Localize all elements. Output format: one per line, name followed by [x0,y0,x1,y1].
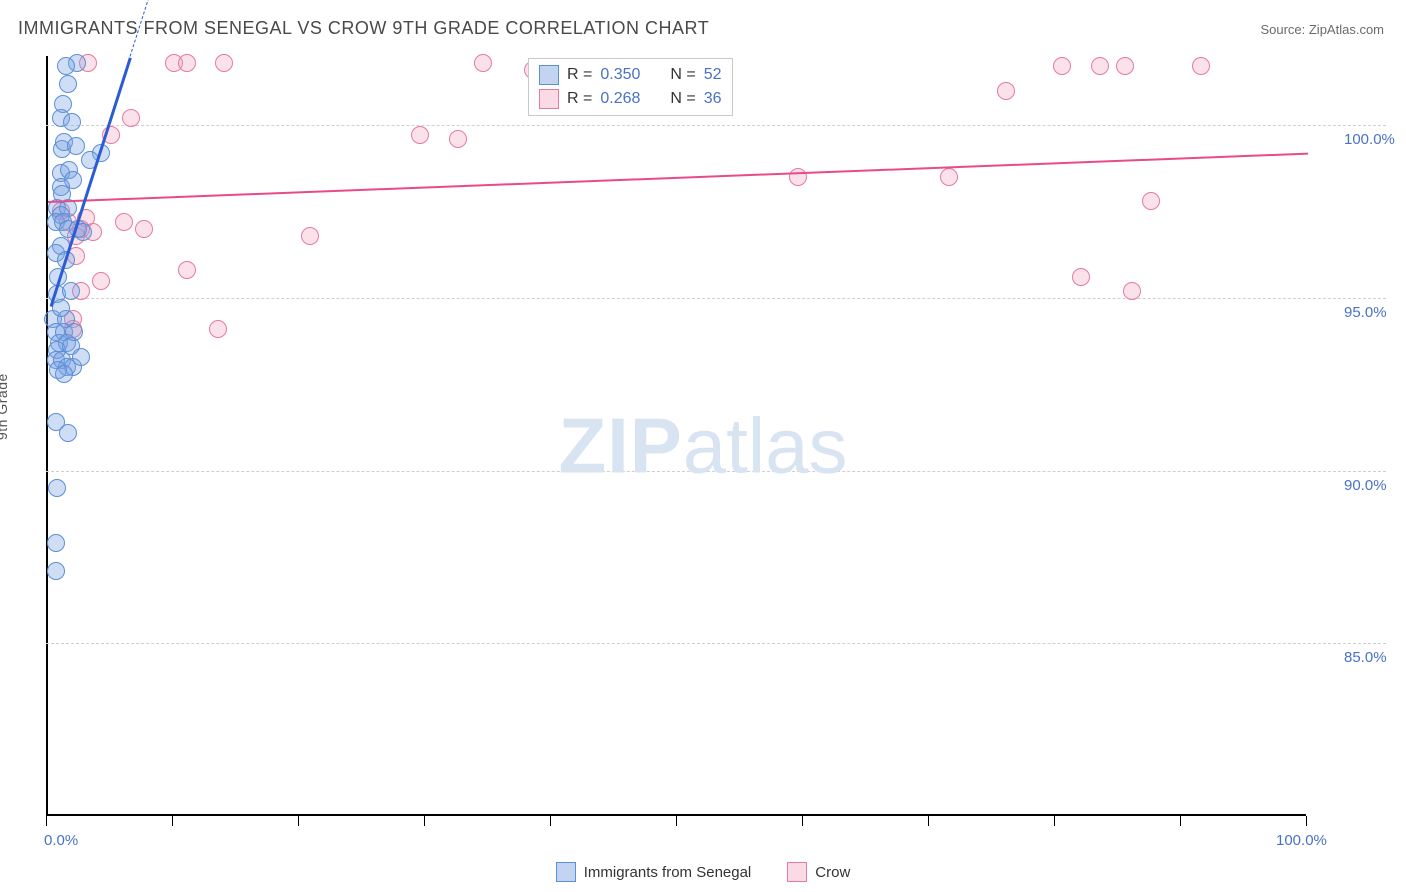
data-point [63,113,81,131]
data-point [411,126,429,144]
legend-label: Crow [815,864,850,881]
data-point [52,299,70,317]
data-point [135,220,153,238]
data-point [1192,57,1210,75]
legend-stat-row: R = 0.350 N = 52 [539,63,722,87]
gridline [46,125,1386,126]
x-tick-label: 0.0% [44,832,78,849]
x-tick-label: 100.0% [1276,832,1327,849]
data-point [62,282,80,300]
legend-swatch [539,65,559,85]
trend-line [48,153,1308,203]
legend-stat-row: R = 0.268 N = 36 [539,87,722,111]
legend-swatch [556,862,576,882]
n-value: 52 [704,66,722,84]
legend-series: Immigrants from Senegal Crow [0,862,1406,886]
x-tick [46,816,47,826]
data-point [1072,268,1090,286]
data-point [215,54,233,72]
x-tick [298,816,299,826]
y-axis-label: 9th Grade [0,373,10,440]
data-point [301,227,319,245]
r-value: 0.350 [600,66,640,84]
x-tick [1180,816,1181,826]
data-point [997,82,1015,100]
data-point [59,75,77,93]
x-tick [550,816,551,826]
x-tick [676,816,677,826]
data-point [178,54,196,72]
data-point [47,562,65,580]
r-label: R = [567,90,592,108]
data-point [1053,57,1071,75]
x-tick [172,816,173,826]
legend-stats: R = 0.350 N = 52 R = 0.268 N = 36 [528,58,733,116]
data-point [47,534,65,552]
legend-swatch [787,862,807,882]
data-point [122,109,140,127]
data-point [57,57,75,75]
legend-item: Crow [787,862,850,882]
x-tick [802,816,803,826]
legend-item: Immigrants from Senegal [556,862,752,882]
data-point [789,168,807,186]
data-point [1142,192,1160,210]
n-label: N = [670,66,695,84]
data-point [178,261,196,279]
x-tick [1306,816,1307,826]
legend-label: Immigrants from Senegal [584,864,752,881]
gridline [46,298,1386,299]
data-point [474,54,492,72]
gridline [46,471,1386,472]
y-tick-label: 85.0% [1344,649,1387,666]
y-tick-label: 90.0% [1344,477,1387,494]
gridline [46,643,1386,644]
x-tick [1054,816,1055,826]
data-point [65,323,83,341]
data-point [67,137,85,155]
plot-area [46,56,1306,816]
data-point [92,272,110,290]
n-label: N = [670,90,695,108]
data-point [1123,282,1141,300]
y-tick-label: 100.0% [1344,131,1395,148]
data-point [940,168,958,186]
data-point [55,365,73,383]
source-label: Source: ZipAtlas.com [1260,22,1384,37]
data-point [115,213,133,231]
r-value: 0.268 [600,90,640,108]
data-point [72,348,90,366]
r-label: R = [567,66,592,84]
data-point [209,320,227,338]
data-point [1091,57,1109,75]
data-point [1116,57,1134,75]
n-value: 36 [704,90,722,108]
data-point [449,130,467,148]
data-point [48,479,66,497]
x-tick [424,816,425,826]
legend-swatch [539,89,559,109]
y-tick-label: 95.0% [1344,304,1387,321]
x-tick [928,816,929,826]
chart-title: IMMIGRANTS FROM SENEGAL VS CROW 9TH GRAD… [18,18,709,39]
data-point [59,424,77,442]
